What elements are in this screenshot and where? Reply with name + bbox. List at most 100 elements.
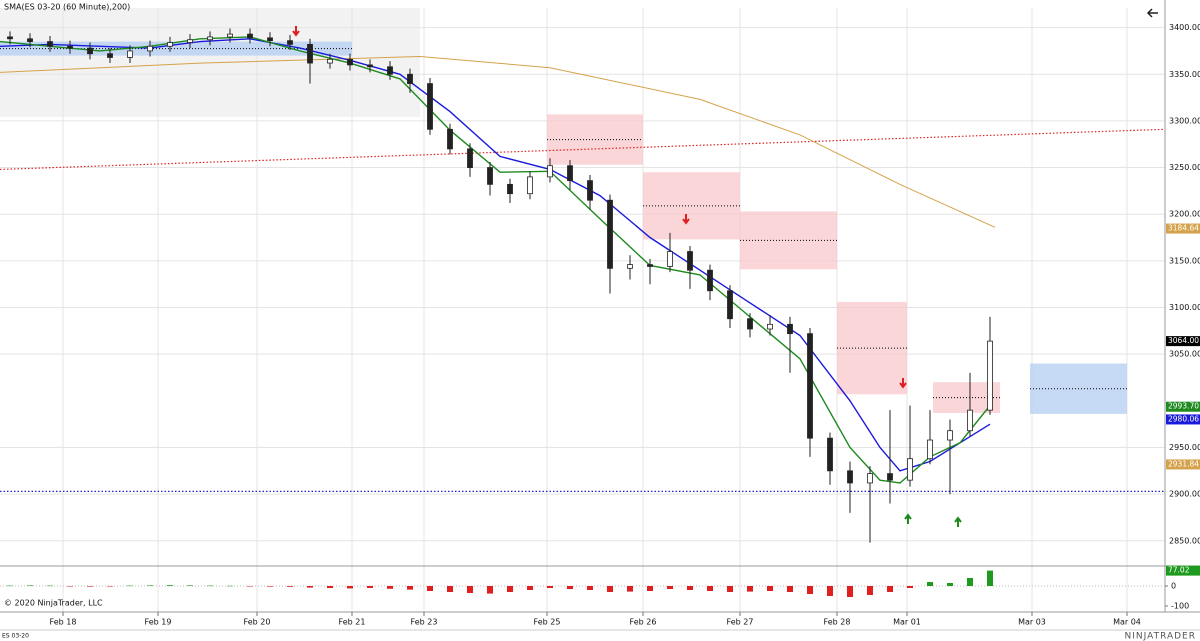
osc-bar [527,586,533,590]
x-tick-label: Feb 25 [534,618,561,627]
osc-bar [167,585,173,586]
osc-bar [367,586,373,588]
osc-bar [787,586,793,592]
candle-body [127,50,133,58]
osc-tick-label: -100 [1171,602,1189,611]
y-tick-label: 2850.00 [1169,536,1200,545]
candle-body [847,470,853,484]
osc-bar [387,586,393,589]
y-tick-label: 3150.00 [1169,256,1200,265]
osc-bar [927,582,933,586]
candle-body [727,290,733,320]
osc-bar [627,586,633,592]
osc-bar [607,586,613,592]
osc-bar [7,585,13,587]
candle-body [687,251,693,271]
x-tick-label: Mar 04 [1113,618,1141,627]
osc-bar [767,586,773,591]
osc-bar [727,586,733,592]
osc-bar [547,586,553,588]
instrument-label: ES 03-20 [2,633,29,640]
price-marker [1166,223,1200,234]
osc-marker-label: 77.02 [1168,566,1190,575]
candle-body [747,318,753,330]
osc-bar [507,586,513,592]
candle-body [147,45,153,52]
candle-body [47,41,53,47]
back-button[interactable] [1146,8,1158,18]
candle-body [427,83,433,130]
y-tick-label: 3250.00 [1169,163,1200,172]
candle-body [807,333,813,439]
osc-bar [67,586,73,587]
candle-body [287,40,293,45]
price-marker-label: 3184.64 [1168,224,1199,233]
candle-body [987,340,993,411]
candle-body [767,323,773,330]
x-tick-label: Feb 19 [145,618,172,627]
y-tick-label: 3200.00 [1169,210,1200,219]
candle-body [827,437,833,472]
candle-body [167,42,173,47]
candle-layer [7,28,993,543]
osc-bar [47,585,53,587]
candle-body [467,148,473,168]
osc-bar [427,586,433,591]
osc-bar [887,586,893,592]
candle-body [607,199,613,269]
candle-body [527,176,533,195]
price-marker-label: 2980.06 [1168,414,1199,423]
candle-body [947,430,953,441]
x-tick-label: Mar 03 [1018,618,1046,627]
osc-bar [947,583,953,586]
candle-body [207,36,213,41]
osc-bar [407,586,413,590]
candle-body [87,47,93,55]
candle-body [367,64,373,68]
candle-body [507,183,513,195]
candle-body [967,409,973,432]
buy-arrow [954,516,962,527]
price-marker [1166,414,1200,425]
price-marker-label: 2931.84 [1168,459,1199,468]
candle-body [27,38,33,42]
indicator-title: SMA(ES 03-20 (60 Minute),200) [4,3,130,12]
osc-bar [747,586,753,592]
osc-bar [847,586,853,597]
candle-body [667,251,673,267]
candle-body [627,264,633,269]
zone [837,301,907,395]
candle-body [887,473,893,481]
price-marker-label: 2993.70 [1168,402,1199,411]
candle-body [227,33,233,38]
moving-average [0,55,996,228]
y-tick-label: 3300.00 [1169,116,1200,125]
brand-logo: NINJATRADER [1125,632,1197,641]
osc-bar [227,585,233,587]
osc-bar [87,586,93,587]
price-marker [1166,336,1200,347]
candle-body [187,39,193,43]
copyright: © 2020 NinjaTrader, LLC [4,599,103,608]
osc-bar [27,585,33,586]
candle-body [7,36,13,40]
candle-body [787,323,793,335]
candle-body [587,180,593,201]
candle-body [67,45,73,49]
osc-bar [447,586,453,592]
osc-bar [707,586,713,591]
buy-arrow [904,513,912,524]
osc-bar [307,586,313,588]
x-tick-label: Feb 27 [727,618,754,627]
osc-marker [1166,565,1200,576]
osc-bar [187,585,193,586]
candle-body [347,58,353,66]
osc-bar [667,586,673,589]
osc-bar [647,586,653,591]
osc-bar [347,586,353,589]
osc-bar [967,578,973,586]
candle-body [267,37,273,42]
y-tick-label: 3400.00 [1169,23,1200,32]
sell-arrow [899,378,907,389]
osc-bar [267,586,273,587]
